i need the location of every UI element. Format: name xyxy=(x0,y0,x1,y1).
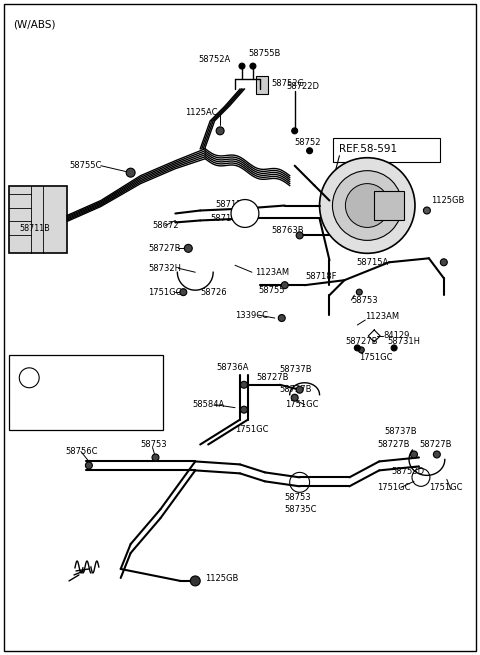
Circle shape xyxy=(296,232,303,239)
Text: 1339CC: 1339CC xyxy=(235,310,268,320)
Text: 58672: 58672 xyxy=(153,221,179,230)
Text: A: A xyxy=(241,208,249,219)
Text: 1751GC: 1751GC xyxy=(377,483,411,492)
Text: 58727B: 58727B xyxy=(346,337,378,346)
Circle shape xyxy=(433,451,440,458)
Circle shape xyxy=(410,451,418,458)
Text: 58763B: 58763B xyxy=(272,226,304,235)
Text: 1123AM: 1123AM xyxy=(255,268,289,276)
Text: 58755B: 58755B xyxy=(248,48,280,58)
Text: 58584A: 58584A xyxy=(192,400,225,409)
Bar xyxy=(9,355,164,430)
Bar xyxy=(256,76,268,94)
Circle shape xyxy=(278,314,285,322)
Text: 58753: 58753 xyxy=(285,493,312,502)
Text: 58727B: 58727B xyxy=(148,244,181,253)
Text: 1125GB: 1125GB xyxy=(205,574,239,584)
Circle shape xyxy=(19,368,39,388)
Circle shape xyxy=(423,207,431,214)
Text: 58756C: 58756C xyxy=(65,447,97,456)
Circle shape xyxy=(296,386,303,393)
Text: 58724: 58724 xyxy=(96,370,121,379)
Circle shape xyxy=(356,289,362,295)
Text: 58752G: 58752G xyxy=(272,79,305,88)
Circle shape xyxy=(126,168,135,177)
Text: 1125AC: 1125AC xyxy=(185,109,218,117)
Circle shape xyxy=(250,63,256,69)
Text: 84129: 84129 xyxy=(383,331,409,341)
Text: 58737B: 58737B xyxy=(280,365,312,374)
Circle shape xyxy=(320,158,415,253)
Text: 58736A: 58736A xyxy=(216,364,249,372)
Circle shape xyxy=(152,454,159,461)
Text: 58752A: 58752A xyxy=(198,54,230,64)
Text: 1751GC: 1751GC xyxy=(360,353,393,362)
Text: 58753: 58753 xyxy=(351,295,378,305)
Text: 1125GB: 1125GB xyxy=(431,196,464,205)
Text: 58723: 58723 xyxy=(56,388,82,397)
Text: 58718F: 58718F xyxy=(306,272,337,281)
Circle shape xyxy=(333,171,402,240)
Text: 58711B: 58711B xyxy=(19,224,50,233)
Text: 58752: 58752 xyxy=(295,138,321,147)
Text: 58727B: 58727B xyxy=(256,373,288,383)
Circle shape xyxy=(354,345,360,351)
Circle shape xyxy=(281,282,288,289)
Circle shape xyxy=(85,462,92,469)
Text: 1123AM: 1123AM xyxy=(365,312,399,320)
Text: 58727B: 58727B xyxy=(377,440,410,449)
Text: 58753D: 58753D xyxy=(391,467,424,476)
Text: 58715A: 58715A xyxy=(356,258,389,267)
Text: 58713: 58713 xyxy=(210,214,237,223)
Text: 1327AB: 1327AB xyxy=(12,412,43,421)
Circle shape xyxy=(216,127,224,135)
Bar xyxy=(9,185,67,253)
Text: (W/ABS): (W/ABS) xyxy=(13,19,56,29)
Text: 58712: 58712 xyxy=(215,200,241,209)
Circle shape xyxy=(190,576,200,586)
Text: REF.58-591: REF.58-591 xyxy=(339,143,397,154)
Circle shape xyxy=(292,128,298,134)
Circle shape xyxy=(239,63,245,69)
Text: A: A xyxy=(25,373,33,383)
Text: 58732H: 58732H xyxy=(148,264,181,272)
Circle shape xyxy=(291,394,298,401)
Text: 58753: 58753 xyxy=(141,440,167,449)
Text: 58737B: 58737B xyxy=(384,427,417,436)
Text: 58755: 58755 xyxy=(258,286,284,295)
Bar xyxy=(374,191,404,221)
Text: 58726: 58726 xyxy=(200,288,227,297)
Circle shape xyxy=(184,244,192,252)
Text: 1751GC: 1751GC xyxy=(429,483,462,492)
Circle shape xyxy=(231,200,259,227)
Circle shape xyxy=(180,289,187,295)
Circle shape xyxy=(391,345,397,351)
Text: 58727B: 58727B xyxy=(280,385,312,394)
Circle shape xyxy=(240,381,248,388)
Circle shape xyxy=(307,148,312,154)
Circle shape xyxy=(440,259,447,266)
Text: 1751GC: 1751GC xyxy=(148,288,182,297)
Text: 1751GC: 1751GC xyxy=(235,425,268,434)
Text: 58722D: 58722D xyxy=(287,81,320,90)
Text: 58727B: 58727B xyxy=(419,440,452,449)
Circle shape xyxy=(358,347,364,353)
Text: 58755C: 58755C xyxy=(69,161,101,170)
Circle shape xyxy=(346,183,389,227)
Text: 58735C: 58735C xyxy=(285,505,317,514)
Circle shape xyxy=(240,406,248,413)
Text: 58731H: 58731H xyxy=(387,337,420,346)
Text: 1751GC: 1751GC xyxy=(285,400,318,409)
